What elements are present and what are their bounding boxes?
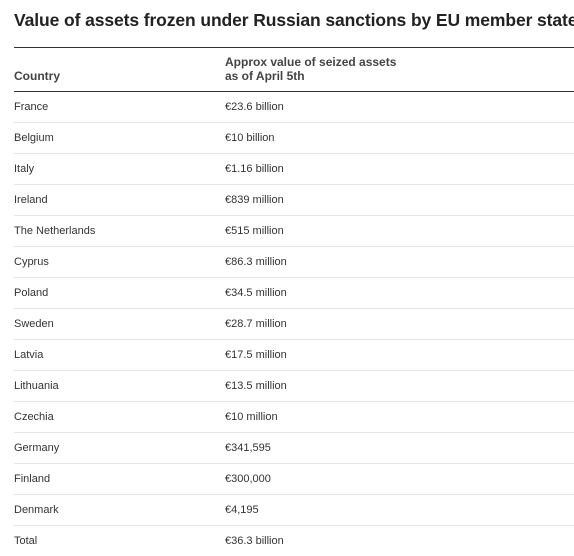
country-cell: Finland bbox=[14, 464, 225, 495]
value-cell: €28.7 million bbox=[225, 309, 574, 340]
country-cell: The Netherlands bbox=[14, 216, 225, 247]
chart-title: Value of assets frozen under Russian san… bbox=[14, 10, 574, 31]
value-cell: €4,195 bbox=[225, 495, 574, 526]
table-row: Sweden€28.7 million bbox=[14, 309, 574, 340]
country-cell: Poland bbox=[14, 278, 225, 309]
value-cell: €13.5 million bbox=[225, 371, 574, 402]
table-row: Germany€341,595 bbox=[14, 433, 574, 464]
table-row: France€23.6 billion bbox=[14, 92, 574, 123]
country-cell: France bbox=[14, 92, 225, 123]
country-cell: Denmark bbox=[14, 495, 225, 526]
value-cell: €300,000 bbox=[225, 464, 574, 495]
column-header-country: Country bbox=[14, 48, 225, 92]
table-row: Finland€300,000 bbox=[14, 464, 574, 495]
value-cell: €34.5 million bbox=[225, 278, 574, 309]
table-row: Total€36.3 billion bbox=[14, 526, 574, 556]
value-cell: €1.16 billion bbox=[225, 154, 574, 185]
value-cell: €36.3 billion bbox=[225, 526, 574, 556]
table-row: Denmark€4,195 bbox=[14, 495, 574, 526]
table-row: Poland€34.5 million bbox=[14, 278, 574, 309]
country-cell: Sweden bbox=[14, 309, 225, 340]
table-row: Lithuania€13.5 million bbox=[14, 371, 574, 402]
country-cell: Ireland bbox=[14, 185, 225, 216]
value-cell: €10 billion bbox=[225, 123, 574, 154]
country-cell: Latvia bbox=[14, 340, 225, 371]
value-cell: €515 million bbox=[225, 216, 574, 247]
table-row: The Netherlands€515 million bbox=[14, 216, 574, 247]
table-row: Italy€1.16 billion bbox=[14, 154, 574, 185]
country-cell: Belgium bbox=[14, 123, 225, 154]
table-row: Belgium€10 billion bbox=[14, 123, 574, 154]
column-header-value: Approx value of seized assets as of Apri… bbox=[225, 48, 574, 92]
value-cell: €17.5 million bbox=[225, 340, 574, 371]
value-cell: €839 million bbox=[225, 185, 574, 216]
value-cell: €341,595 bbox=[225, 433, 574, 464]
country-cell: Lithuania bbox=[14, 371, 225, 402]
value-cell: €23.6 billion bbox=[225, 92, 574, 123]
country-cell: Cyprus bbox=[14, 247, 225, 278]
table-row: Latvia€17.5 million bbox=[14, 340, 574, 371]
table-row: Czechia€10 million bbox=[14, 402, 574, 433]
value-cell: €10 million bbox=[225, 402, 574, 433]
header-row: Country Approx value of seized assets as… bbox=[14, 48, 574, 92]
country-cell: Total bbox=[14, 526, 225, 556]
table-row: Ireland€839 million bbox=[14, 185, 574, 216]
country-cell: Germany bbox=[14, 433, 225, 464]
country-cell: Italy bbox=[14, 154, 225, 185]
country-cell: Czechia bbox=[14, 402, 225, 433]
value-cell: €86.3 million bbox=[225, 247, 574, 278]
data-table: Country Approx value of seized assets as… bbox=[14, 47, 574, 556]
table-row: Cyprus€86.3 million bbox=[14, 247, 574, 278]
